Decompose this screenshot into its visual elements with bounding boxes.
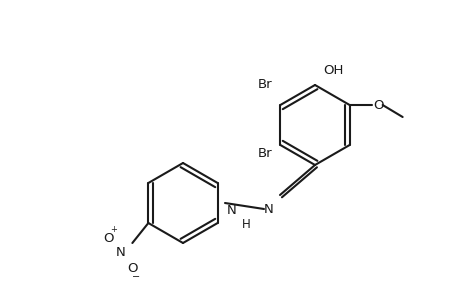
Text: O: O: [373, 98, 383, 112]
Text: +: +: [110, 225, 117, 234]
Text: N: N: [115, 246, 125, 259]
Text: N: N: [263, 203, 274, 216]
Text: Br: Br: [257, 78, 272, 91]
Text: N: N: [226, 203, 236, 217]
Text: O: O: [103, 232, 113, 244]
Text: Br: Br: [257, 147, 272, 160]
Text: −: −: [132, 272, 140, 282]
Text: OH: OH: [322, 64, 342, 77]
Text: H: H: [241, 218, 250, 231]
Text: O: O: [127, 262, 137, 275]
